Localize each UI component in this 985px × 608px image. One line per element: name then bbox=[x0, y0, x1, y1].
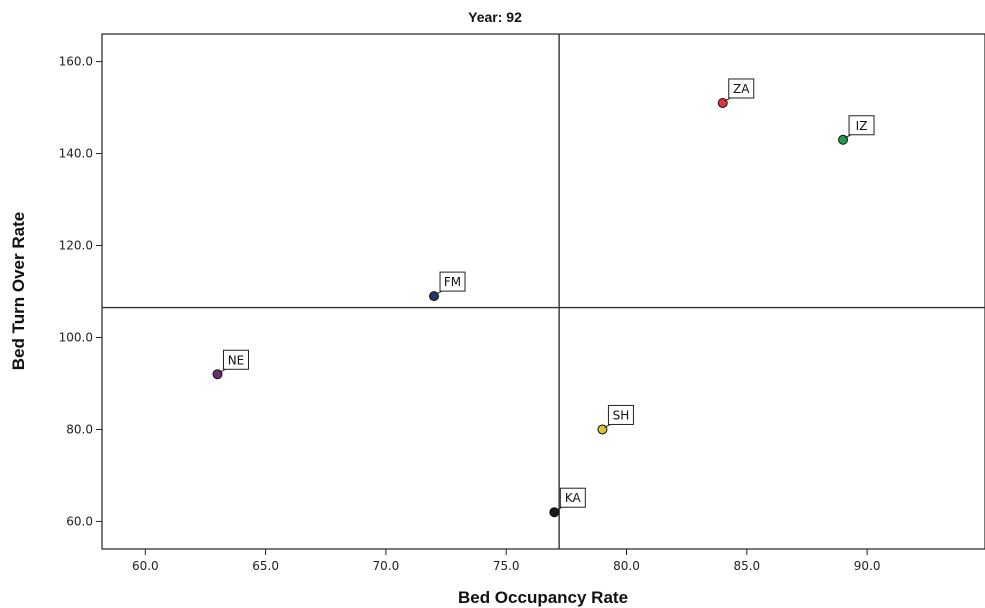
point-label-box bbox=[728, 78, 755, 99]
point-label-box bbox=[848, 115, 875, 136]
data-point-ne: NE bbox=[212, 349, 249, 380]
x-tick-label: 60.0 bbox=[132, 559, 159, 573]
point-marker bbox=[549, 507, 560, 518]
x-tick-label: 90.0 bbox=[854, 559, 881, 573]
point-label-box bbox=[222, 349, 249, 370]
y-tick-label: 160.0 bbox=[59, 55, 93, 69]
data-point-za: ZA bbox=[717, 78, 755, 108]
point-marker bbox=[717, 97, 728, 108]
point-label: IZ bbox=[856, 119, 868, 133]
data-point-sh: SH bbox=[597, 404, 634, 435]
data-point-iz: IZ bbox=[838, 115, 875, 145]
x-tick-label: 75.0 bbox=[493, 559, 520, 573]
point-label-box bbox=[607, 404, 634, 425]
y-tick-label: 120.0 bbox=[59, 239, 93, 253]
y-tick-label: 140.0 bbox=[59, 147, 93, 161]
data-point-ka: KA bbox=[549, 487, 586, 518]
point-label: SH bbox=[613, 408, 630, 422]
point-label-box bbox=[439, 271, 466, 292]
point-label: KA bbox=[565, 491, 582, 505]
point-label: FM bbox=[444, 275, 461, 289]
y-axis: 60.0 80.0 100.0 120.0 140.0 160.0 bbox=[59, 55, 102, 528]
point-marker bbox=[212, 369, 223, 380]
x-tick-label: 70.0 bbox=[373, 559, 400, 573]
point-label: ZA bbox=[733, 82, 750, 96]
point-marker bbox=[838, 134, 849, 145]
y-tick-label: 100.0 bbox=[59, 330, 93, 344]
y-tick-label: 80.0 bbox=[66, 422, 93, 436]
x-axis: 60.0 65.0 70.0 75.0 80.0 85.0 90.0 bbox=[132, 549, 881, 573]
y-axis-label: Bed Turn Over Rate bbox=[9, 212, 28, 370]
chart-title: Year: 92 bbox=[468, 9, 522, 25]
data-points: ZA IZ FM NE SH KA bbox=[212, 78, 875, 518]
point-label-box bbox=[559, 487, 586, 508]
x-axis-label: Bed Occupancy Rate bbox=[458, 588, 628, 607]
point-marker bbox=[429, 291, 440, 302]
x-tick-label: 85.0 bbox=[733, 559, 760, 573]
y-tick-label: 60.0 bbox=[66, 514, 93, 528]
x-tick-label: 80.0 bbox=[613, 559, 640, 573]
point-marker bbox=[597, 424, 608, 435]
point-label: NE bbox=[228, 353, 245, 367]
plot-frame bbox=[101, 33, 985, 550]
data-point-fm: FM bbox=[429, 271, 466, 302]
x-tick-label: 65.0 bbox=[252, 559, 279, 573]
